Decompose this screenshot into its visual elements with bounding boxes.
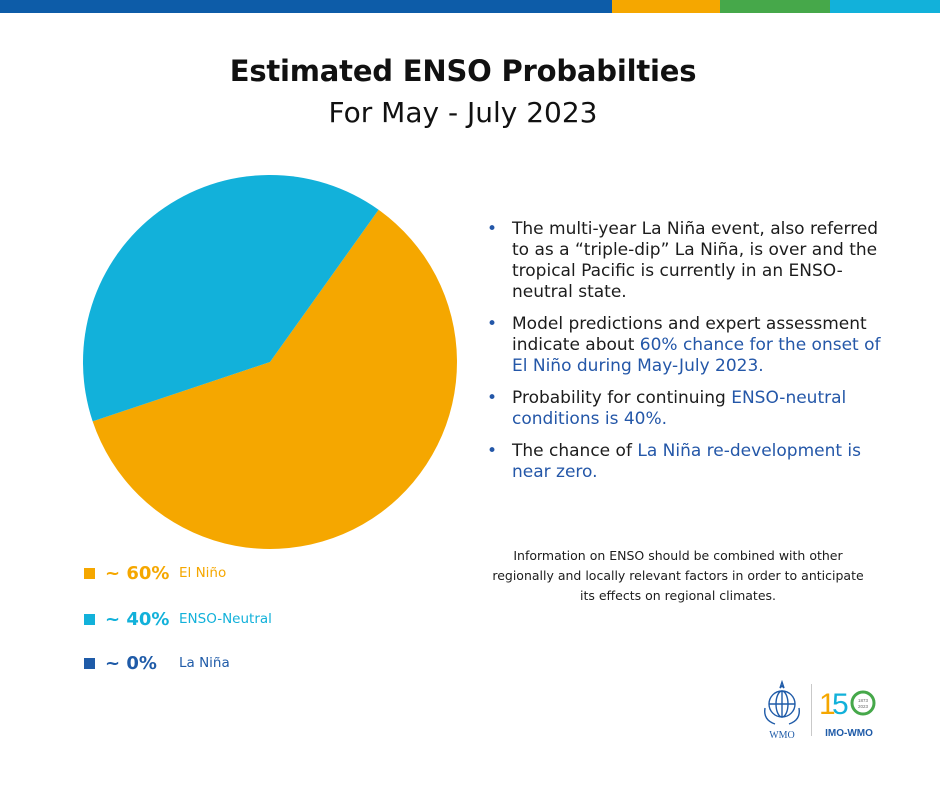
legend-swatch-enso-neutral bbox=[84, 613, 95, 625]
bullet-item: • Model predictions and expert assessment… bbox=[487, 314, 881, 376]
bullet-item: • Probability for continuing ENSO-neutral… bbox=[487, 388, 847, 429]
legend-label-la-nina: La Niña bbox=[179, 655, 230, 671]
pie-slice-enso-neutral bbox=[82, 174, 379, 422]
legend-percent-el-nino: ~ 60% bbox=[105, 562, 170, 584]
svg-text:1: 1 bbox=[819, 688, 836, 721]
svg-text:WMO: WMO bbox=[769, 730, 795, 741]
svg-text:1873: 1873 bbox=[858, 698, 869, 703]
legend-percent-enso-neutral: ~ 40% bbox=[105, 608, 170, 630]
bullet-list: • The multi-year La Niña event, also refe… bbox=[486, 219, 886, 494]
chart-title: Estimated ENSO Probabilties bbox=[229, 54, 697, 88]
pie-slice-el-nino bbox=[92, 209, 457, 549]
bullet-item: • The chance of La Niña re-development is… bbox=[487, 441, 862, 482]
bullet-dot-icon: • bbox=[487, 314, 498, 334]
top-bar-segment-cyan bbox=[830, 0, 940, 13]
bullet-dot-icon: • bbox=[487, 219, 498, 239]
svg-text:2023: 2023 bbox=[858, 704, 869, 709]
chart-subtitle: For May - July 2023 bbox=[328, 96, 598, 129]
wmo-logo: WMO bbox=[764, 680, 800, 741]
legend-item-enso-neutral: ~ 40% ENSO-Neutral bbox=[84, 607, 272, 631]
bullet-dot-icon: • bbox=[487, 441, 498, 461]
legend-item-el-nino: ~ 60% El Niño bbox=[84, 561, 226, 585]
top-bar-segment-orange bbox=[612, 0, 720, 13]
bullet-item: • The multi-year La Niña event, also refe… bbox=[487, 219, 879, 302]
legend-percent-la-nina: ~ 0% bbox=[105, 652, 157, 674]
info-note: Information on ENSO should be combined w… bbox=[492, 548, 864, 603]
pie-chart bbox=[82, 174, 457, 549]
logo-divider bbox=[811, 684, 812, 736]
legend-swatch-el-nino bbox=[84, 567, 95, 579]
legend-label-el-nino: El Niño bbox=[179, 565, 227, 581]
imo-wmo-150-logo: 1 5 1873 2023 IMO-WMO bbox=[819, 688, 876, 739]
top-bar-segment-blue bbox=[0, 0, 612, 13]
svg-text:IMO-WMO: IMO-WMO bbox=[825, 728, 873, 739]
legend-label-enso-neutral: ENSO-Neutral bbox=[179, 611, 272, 627]
top-color-bar bbox=[0, 0, 940, 13]
legend-item-la-nina: ~ 0% La Niña bbox=[84, 651, 230, 675]
legend-swatch-la-nina bbox=[84, 657, 95, 669]
bullet-dot-icon: • bbox=[487, 388, 498, 408]
top-bar-segment-green bbox=[720, 0, 830, 13]
svg-text:5: 5 bbox=[832, 688, 849, 721]
